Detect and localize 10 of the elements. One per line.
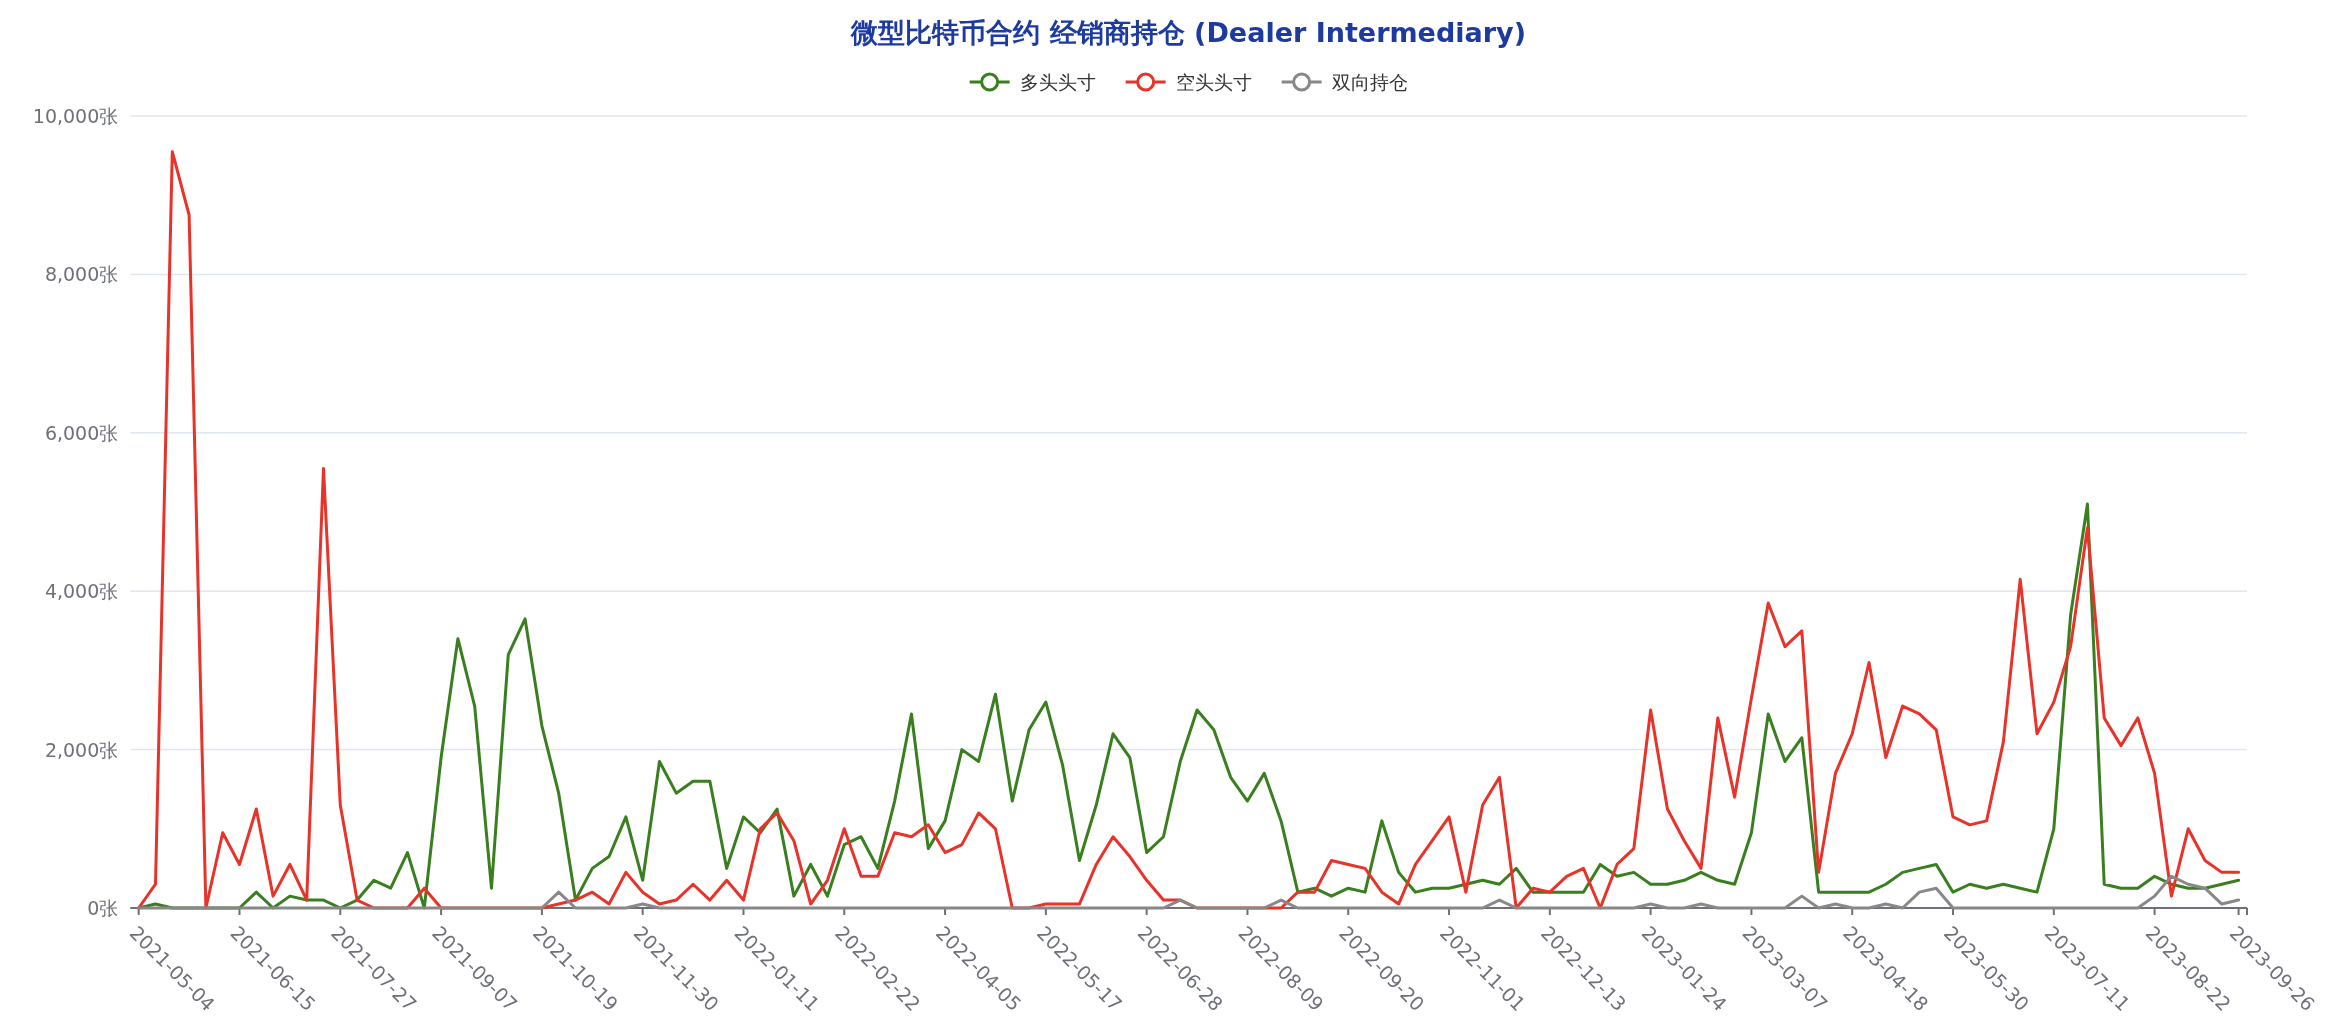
chart-title: 微型比特币合约 经销商持仓 (Dealer Intermediary) bbox=[850, 17, 1526, 48]
y-tick-label: 0张 bbox=[87, 897, 119, 919]
legend-label: 空头头寸 bbox=[1175, 71, 1252, 93]
y-tick-label: 4,000张 bbox=[44, 580, 119, 603]
y-tick-label: 10,000张 bbox=[32, 105, 119, 127]
y-tick-label: 8,000张 bbox=[44, 263, 119, 286]
y-tick-label: 6,000张 bbox=[44, 421, 119, 444]
legend-label: 多头头寸 bbox=[1019, 71, 1096, 93]
legend-label: 双向持仓 bbox=[1331, 71, 1408, 93]
y-tick-label: 2,000张 bbox=[44, 738, 119, 761]
